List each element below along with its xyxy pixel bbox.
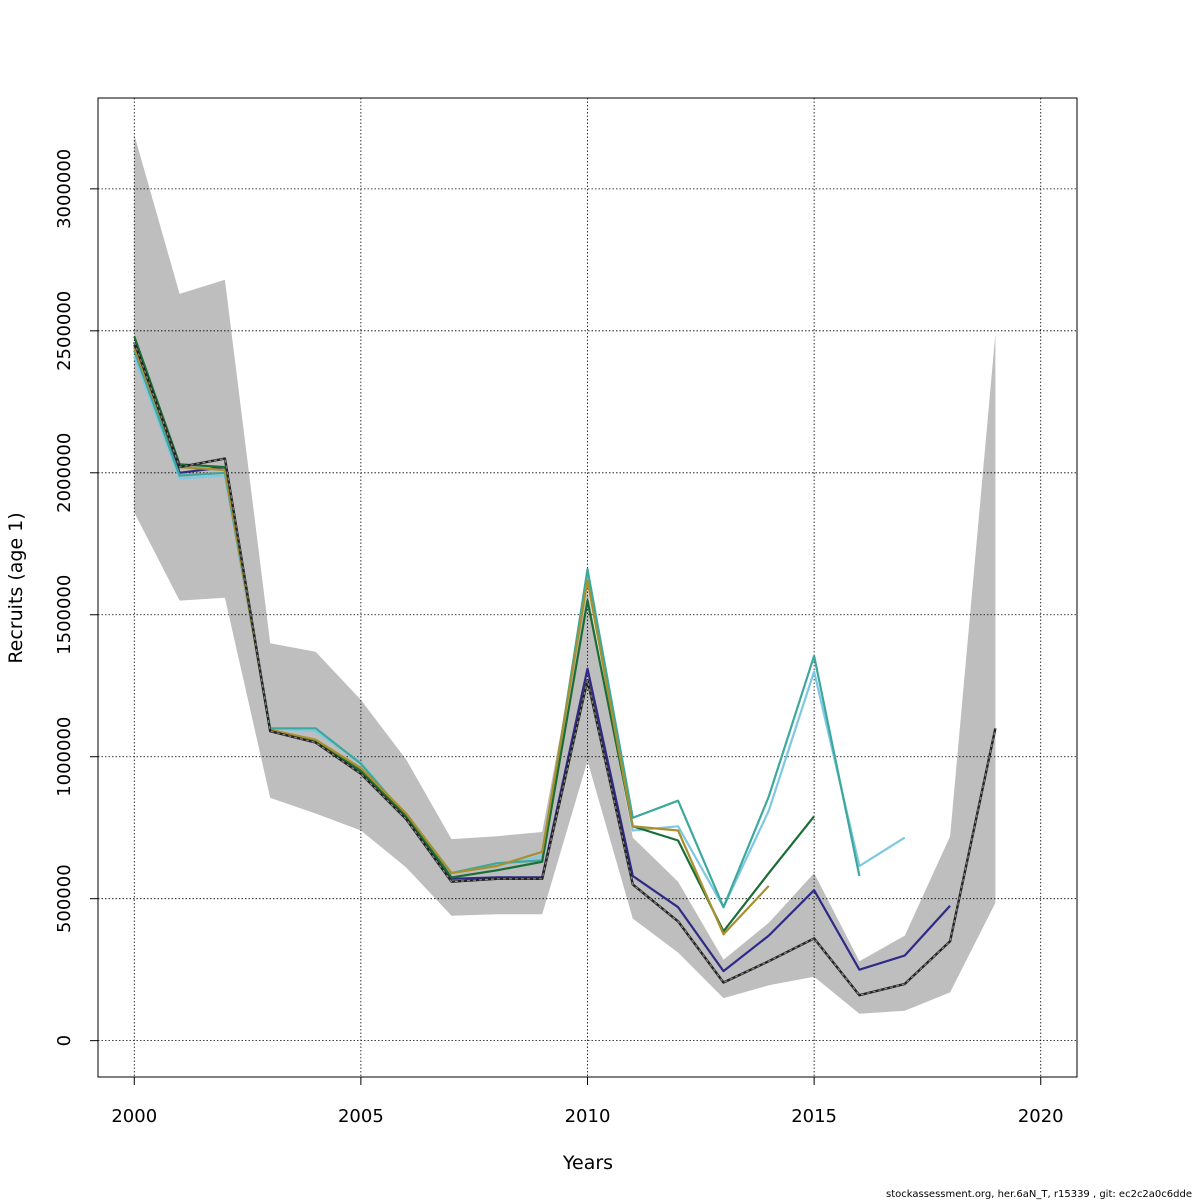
- y-tick-label: 1000000: [54, 717, 75, 797]
- x-tick-label: 2010: [565, 1106, 611, 1127]
- series-layer: [133, 336, 997, 997]
- footer-text: stockassessment.org, her.6aN_T, r15339 ,…: [886, 1189, 1192, 1200]
- axis-layer: 2000 2005 2010 2015 2020 0 500000 1000000 150000…: [54, 149, 1064, 1127]
- y-tick-label: 2000000: [54, 433, 75, 513]
- x-tick-label: 2015: [791, 1106, 837, 1127]
- confidence-band: [134, 134, 996, 1014]
- x-tick-label: 2020: [1018, 1106, 1064, 1127]
- y-tick-label: 3000000: [54, 149, 75, 229]
- series-line-dash-overlay: [133, 341, 996, 996]
- y-axis-title: Recruits (age 1): [5, 512, 27, 663]
- y-tick-label: 1500000: [54, 575, 75, 655]
- y-tick-label: 500000: [54, 864, 75, 933]
- grid-layer: [98, 98, 1077, 1077]
- x-tick-label: 2000: [111, 1106, 157, 1127]
- confidence-band-layer: [134, 134, 996, 1014]
- y-tick-label: 2500000: [54, 291, 75, 371]
- y-tick-label: 0: [54, 1035, 75, 1046]
- x-tick-label: 2005: [338, 1106, 384, 1127]
- x-axis-title: Years: [562, 1152, 613, 1174]
